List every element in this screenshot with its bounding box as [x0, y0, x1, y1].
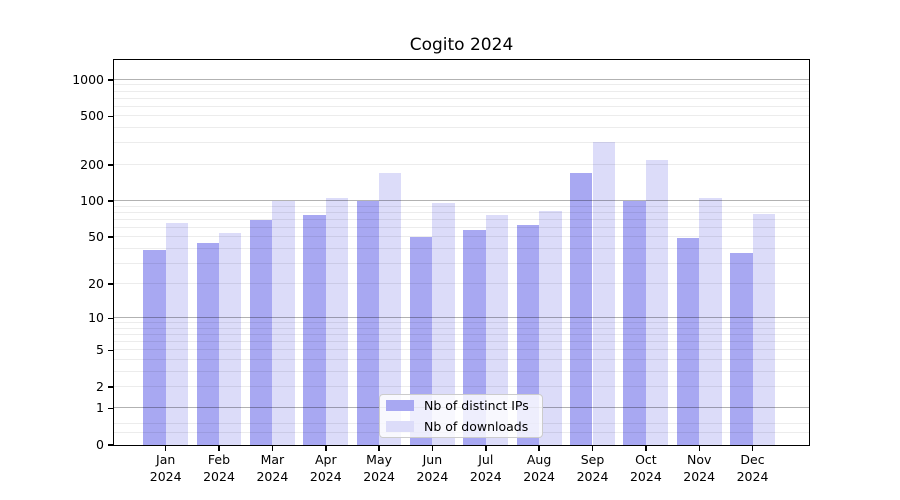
x-tick-label: Jul 2024 — [469, 452, 502, 484]
bar-downloads-jan — [165, 222, 189, 445]
bar-downloads-oct — [645, 159, 669, 445]
legend-item-distinct-ips: Nb of distinct IPs — [386, 398, 542, 413]
x-tick-mark — [218, 446, 220, 451]
bar-distinct-ips-jun — [410, 237, 433, 445]
y-tick-label: 10 — [88, 310, 104, 326]
bar-downloads-nov — [699, 197, 722, 445]
bar-distinct-ips-feb — [196, 242, 220, 445]
bar-downloads-apr — [325, 197, 349, 445]
y-tick-mark — [108, 386, 113, 388]
x-tick-mark — [325, 446, 327, 451]
y-tick-label: 20 — [88, 276, 104, 292]
x-tick-label: Jun 2024 — [416, 452, 449, 484]
y-tick-mark — [108, 164, 113, 166]
legend-swatch-distinct-ips — [386, 400, 414, 411]
y-tick-label: 5 — [96, 342, 104, 358]
y-tick-mark — [108, 407, 113, 410]
bar-downloads-sep — [592, 141, 615, 445]
x-tick-label: May 2024 — [363, 452, 395, 484]
bar-downloads-dec — [752, 214, 775, 445]
y-tick-mark — [108, 200, 113, 202]
bar-downloads-feb — [219, 233, 242, 445]
legend-label-distinct-ips: Nb of distinct IPs — [424, 398, 529, 413]
bar-distinct-ips-sep — [570, 172, 593, 445]
bar-downloads-aug — [539, 210, 562, 445]
x-tick-mark — [378, 446, 380, 451]
x-tick-mark — [591, 446, 594, 451]
x-tick-mark — [538, 446, 540, 451]
y-tick-label: 100 — [80, 193, 104, 209]
x-tick-label: Dec 2024 — [736, 452, 769, 484]
plot-area: Nb of distinct IPs Nb of downloads — [114, 60, 809, 445]
bar-distinct-ips-jul — [463, 229, 486, 445]
legend-swatch-downloads — [386, 421, 414, 432]
x-tick-label: Oct 2024 — [629, 452, 662, 484]
bar-distinct-ips-apr — [303, 214, 326, 445]
y-tick-mark — [108, 283, 113, 285]
x-tick-label: Jan 2024 — [149, 452, 182, 484]
bars-layer — [114, 60, 809, 445]
y-tick-label: 0 — [96, 437, 104, 452]
legend: Nb of distinct IPs Nb of downloads — [379, 394, 543, 438]
y-tick-mark — [108, 317, 113, 319]
bar-distinct-ips-oct — [623, 201, 646, 445]
x-tick-mark — [431, 446, 434, 451]
x-tick-label: Aug 2024 — [523, 452, 555, 484]
legend-label-downloads: Nb of downloads — [424, 419, 529, 434]
y-tick-label: 1 — [96, 400, 104, 416]
bar-downloads-mar — [272, 201, 295, 445]
x-tick-label: Sep 2024 — [576, 452, 609, 484]
chart-title: Cogito 2024 — [409, 35, 514, 55]
x-tick-mark — [645, 446, 647, 451]
y-tick-mark — [108, 115, 113, 118]
y-tick-label: 200 — [80, 156, 104, 172]
x-tick-label: Apr 2024 — [309, 452, 342, 484]
y-tick-label: 2 — [96, 378, 104, 394]
bar-distinct-ips-nov — [676, 238, 700, 445]
y-tick-mark — [108, 236, 113, 238]
y-tick-label: 1000 — [72, 71, 104, 87]
x-tick-label: Feb 2024 — [203, 452, 235, 484]
y-tick-label: 500 — [80, 108, 104, 124]
y-tick-mark — [108, 444, 113, 446]
bar-distinct-ips-mar — [250, 219, 273, 445]
bar-distinct-ips-dec — [730, 252, 753, 445]
bar-downloads-jul — [485, 214, 509, 445]
y-tick-label: 50 — [88, 229, 104, 245]
x-tick-label: Nov 2024 — [683, 452, 716, 484]
bar-distinct-ips-may — [356, 201, 380, 445]
y-tick-mark — [108, 349, 113, 351]
x-tick-mark — [164, 446, 167, 451]
x-tick-mark — [751, 446, 754, 451]
bar-distinct-ips-aug — [516, 225, 540, 445]
bar-distinct-ips-jan — [143, 250, 166, 445]
x-tick-label: Mar 2024 — [256, 452, 289, 484]
y-tick-mark — [108, 79, 113, 81]
x-tick-mark — [485, 446, 487, 451]
legend-item-downloads: Nb of downloads — [386, 419, 542, 434]
bar-downloads-jun — [432, 203, 455, 445]
x-tick-mark — [271, 446, 274, 451]
x-tick-mark — [698, 446, 700, 451]
bar-downloads-may — [379, 173, 402, 445]
